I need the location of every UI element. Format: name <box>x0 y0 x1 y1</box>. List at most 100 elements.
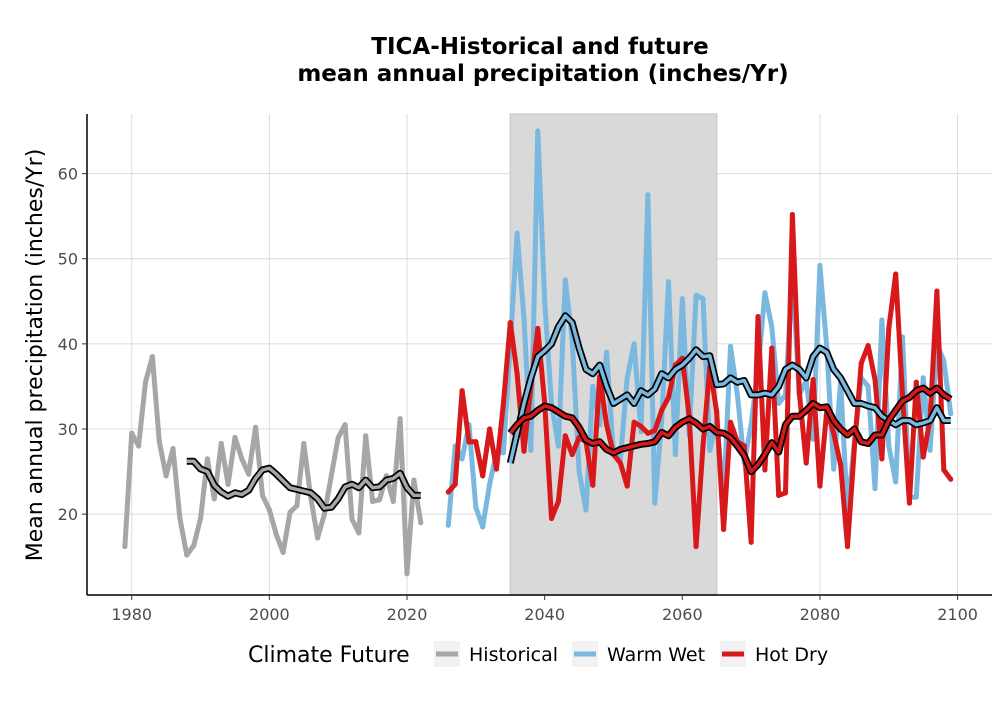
data-point-hot-dry-2041 <box>548 515 555 521</box>
data-point-hot-dry-2052 <box>624 483 630 489</box>
legend: Climate Future Historical Warm Wet Hot Dry <box>248 641 828 668</box>
data-point-historical-2011 <box>342 422 348 428</box>
data-point-warm-wet-2037 <box>521 315 527 321</box>
data-point-hot-dry-2087 <box>865 342 871 349</box>
data-point-warm-wet-2043 <box>562 277 568 283</box>
data-point-historical-2014 <box>363 433 369 439</box>
data-point-hot-dry-2072 <box>762 467 768 473</box>
data-point-warm-wet-2082 <box>831 466 837 472</box>
data-point-warm-wet-2089 <box>879 317 885 323</box>
data-point-warm-wet-2026 <box>445 522 451 528</box>
legend-label-historical: Historical <box>469 644 558 666</box>
y-tick-label-60: 60 <box>58 165 78 184</box>
data-point-hot-dry-2075 <box>782 490 789 496</box>
data-point-historical-2021 <box>411 477 417 483</box>
data-point-historical-1981 <box>136 443 142 449</box>
smooth-line-hot-dry <box>508 386 952 474</box>
data-point-hot-dry-2049 <box>604 422 610 428</box>
data-point-hot-dry-2092 <box>899 392 906 398</box>
data-point-hot-dry-2082 <box>831 430 837 436</box>
y-tick-label-50: 50 <box>58 250 78 269</box>
data-point-warm-wet-2072 <box>762 290 768 296</box>
smooth-outline-historical <box>186 457 421 512</box>
data-point-hot-dry-2085 <box>851 445 857 451</box>
data-point-historical-1989 <box>191 543 197 549</box>
data-point-hot-dry-2083 <box>837 462 844 468</box>
data-point-warm-wet-2042 <box>555 443 562 449</box>
data-point-warm-wet-2091 <box>893 479 899 485</box>
data-point-hot-dry-2035 <box>507 319 513 326</box>
data-point-warm-wet-2045 <box>576 468 582 475</box>
data-point-historical-1982 <box>142 379 149 385</box>
x-tick-label-1980: 1980 <box>111 605 152 624</box>
data-point-warm-wet-2056 <box>652 500 658 506</box>
data-point-hot-dry-2047 <box>590 482 596 488</box>
data-point-historical-1988 <box>184 552 190 558</box>
data-point-historical-1999 <box>259 492 266 498</box>
data-point-hot-dry-2097 <box>934 288 940 294</box>
data-point-hot-dry-2077 <box>796 389 802 395</box>
data-point-hot-dry-2091 <box>893 271 899 277</box>
x-tick-label-2020: 2020 <box>387 605 428 624</box>
data-point-hot-dry-2042 <box>555 498 562 504</box>
data-point-warm-wet-2080 <box>817 262 823 269</box>
data-point-warm-wet-2036 <box>514 230 520 236</box>
data-point-historical-2022 <box>418 520 424 526</box>
data-point-hot-dry-2071 <box>755 314 761 320</box>
data-point-historical-1995 <box>232 434 238 441</box>
data-point-hot-dry-2066 <box>720 526 727 533</box>
y-tick-label-20: 20 <box>58 505 78 524</box>
data-point-hot-dry-2028 <box>459 388 465 394</box>
data-point-hot-dry-2098 <box>941 467 947 473</box>
data-point-hot-dry-2076 <box>789 211 796 218</box>
data-point-hot-dry-2044 <box>569 451 575 458</box>
chart-title-line-1: TICA-Historical and future <box>371 34 708 60</box>
data-point-warm-wet-2039 <box>535 128 541 134</box>
data-point-hot-dry-2079 <box>810 377 816 383</box>
data-point-hot-dry-2080 <box>817 483 823 489</box>
legend-items: Historical Warm Wet Hot Dry <box>434 641 828 667</box>
data-point-historical-2004 <box>294 503 300 509</box>
data-point-warm-wet-2031 <box>480 524 486 530</box>
chart-title-line-2: mean annual precipitation (inches/Yr) <box>297 61 788 87</box>
data-point-hot-dry-2051 <box>617 460 623 466</box>
data-point-hot-dry-2095 <box>920 454 926 460</box>
data-point-historical-2016 <box>376 497 383 503</box>
data-point-historical-2008 <box>321 511 328 517</box>
data-point-hot-dry-2032 <box>487 426 493 432</box>
data-point-warm-wet-2030 <box>473 504 479 510</box>
data-point-hot-dry-2078 <box>803 460 809 466</box>
data-point-hot-dry-2033 <box>493 466 500 472</box>
data-point-hot-dry-2065 <box>714 409 720 415</box>
data-point-hot-dry-2069 <box>741 443 747 449</box>
data-point-warm-wet-2046 <box>583 507 589 513</box>
legend-label-warm-wet: Warm Wet <box>607 644 705 666</box>
data-point-warm-wet-2088 <box>872 485 878 492</box>
data-point-warm-wet-2098 <box>941 358 947 364</box>
data-point-warm-wet-2053 <box>631 341 637 347</box>
data-point-hot-dry-2067 <box>727 419 734 425</box>
smooth-line-historical <box>186 459 421 510</box>
data-point-historical-1992 <box>211 496 217 502</box>
data-point-historical-2012 <box>349 516 355 522</box>
series-line-historical <box>122 354 424 577</box>
y-tick-label-40: 40 <box>58 335 78 354</box>
data-point-warm-wet-2059 <box>672 451 679 458</box>
data-point-hot-dry-2029 <box>466 439 472 445</box>
data-point-historical-2001 <box>273 531 279 538</box>
x-tick-label-2080: 2080 <box>800 605 841 624</box>
data-point-hot-dry-2056 <box>652 428 658 434</box>
data-point-historical-1986 <box>170 445 176 452</box>
y-axis-label: Mean annual precipitation (inches/Yr) <box>23 149 48 562</box>
data-point-hot-dry-2058 <box>665 394 672 401</box>
legend-title: Climate Future <box>248 643 410 668</box>
x-tick-label-2100: 2100 <box>937 605 978 624</box>
data-point-hot-dry-2063 <box>700 443 706 449</box>
data-point-historical-1991 <box>204 456 211 462</box>
data-point-warm-wet-2096 <box>927 447 933 453</box>
data-point-warm-wet-2060 <box>679 296 685 302</box>
data-point-hot-dry-2088 <box>872 377 878 383</box>
data-point-warm-wet-2095 <box>920 375 926 381</box>
y-tick-label-30: 30 <box>58 420 78 439</box>
data-point-warm-wet-2063 <box>700 296 706 302</box>
